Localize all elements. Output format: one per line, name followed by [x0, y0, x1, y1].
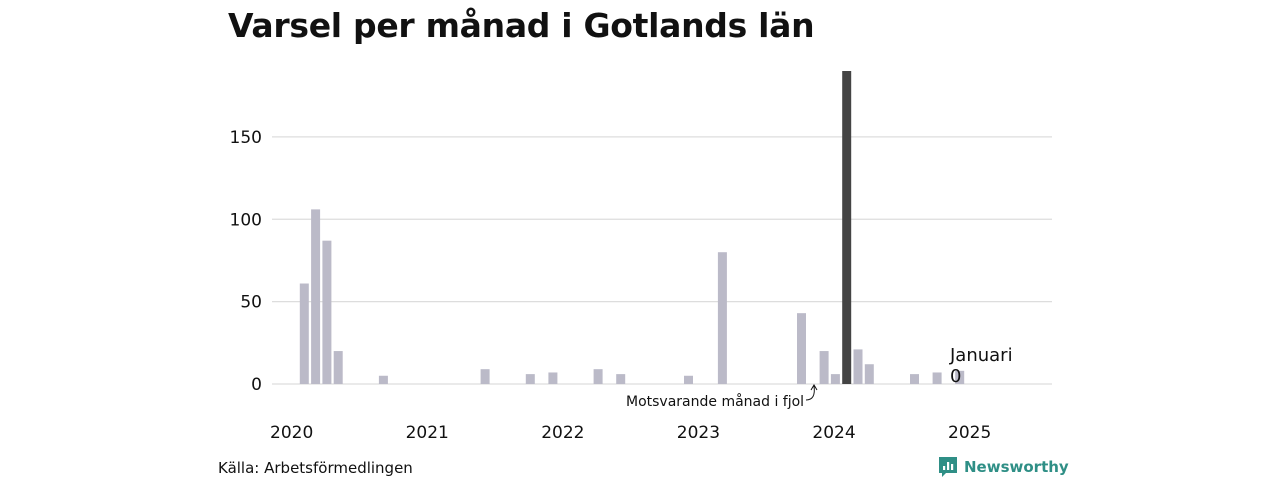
bars: [299, 71, 965, 384]
bar-2024-08: [910, 374, 919, 384]
bar-2021-06: [480, 369, 490, 384]
bar-2022-06: [616, 374, 626, 384]
y-tick-label: 50: [240, 293, 262, 313]
bar-2023-10: [797, 313, 806, 384]
bar-2024-02: [842, 71, 852, 384]
bar-2020-09: [378, 375, 388, 384]
x-tick-label: 2022: [541, 423, 584, 443]
bar-2020-04: [322, 240, 332, 384]
bar-2024-01: [830, 374, 840, 384]
bar-2021-12: [548, 372, 558, 384]
bar-2024-03: [853, 349, 863, 384]
x-axis-ticks: 2020 2021 2022 2023 2024 2025: [270, 423, 991, 443]
y-tick-label: 0: [251, 375, 262, 395]
bar-2020-02: [299, 283, 309, 384]
bar-2024-12: [955, 370, 965, 384]
bar-2023-03: [717, 252, 727, 384]
bar-chart: 0 50 100 150 2020 2021 2022 2023 2024 2025 Motsv…: [230, 71, 1052, 443]
y-axis-ticks: 0 50 100 150: [230, 128, 262, 395]
latest-month-label: Januari: [949, 345, 1013, 366]
y-tick-label: 150: [230, 128, 262, 148]
previous-year-annotation: Motsvarande månad i fjol: [626, 393, 804, 410]
bar-2021-10: [525, 374, 535, 384]
annotation-arrow: [805, 385, 815, 401]
brand-logo: Newsworthy: [938, 456, 1069, 478]
chart-title: Varsel per månad i Gotlands län: [228, 6, 815, 45]
gridlines: [272, 136, 1052, 385]
x-tick-label: 2021: [406, 423, 449, 443]
annotation-arrowhead: [810, 384, 818, 391]
bar-2022-04: [593, 369, 603, 384]
x-tick-label: 2025: [948, 423, 991, 443]
bar-2023-12: [819, 351, 829, 384]
bar-2024-10: [932, 372, 942, 384]
bar-2024-04: [864, 364, 874, 384]
latest-value-label: 0: [950, 366, 961, 387]
x-tick-label: 2024: [812, 423, 855, 443]
y-tick-label: 100: [230, 210, 262, 230]
source-note: Källa: Arbetsförmedlingen: [218, 459, 413, 477]
brand-name: Newsworthy: [964, 458, 1069, 476]
x-tick-label: 2020: [270, 423, 313, 443]
bar-2022-12: [684, 375, 693, 384]
x-tick-label: 2023: [677, 423, 720, 443]
bar-2020-03: [311, 209, 321, 384]
bar-2020-05: [333, 351, 343, 384]
newsworthy-icon: [939, 457, 957, 477]
